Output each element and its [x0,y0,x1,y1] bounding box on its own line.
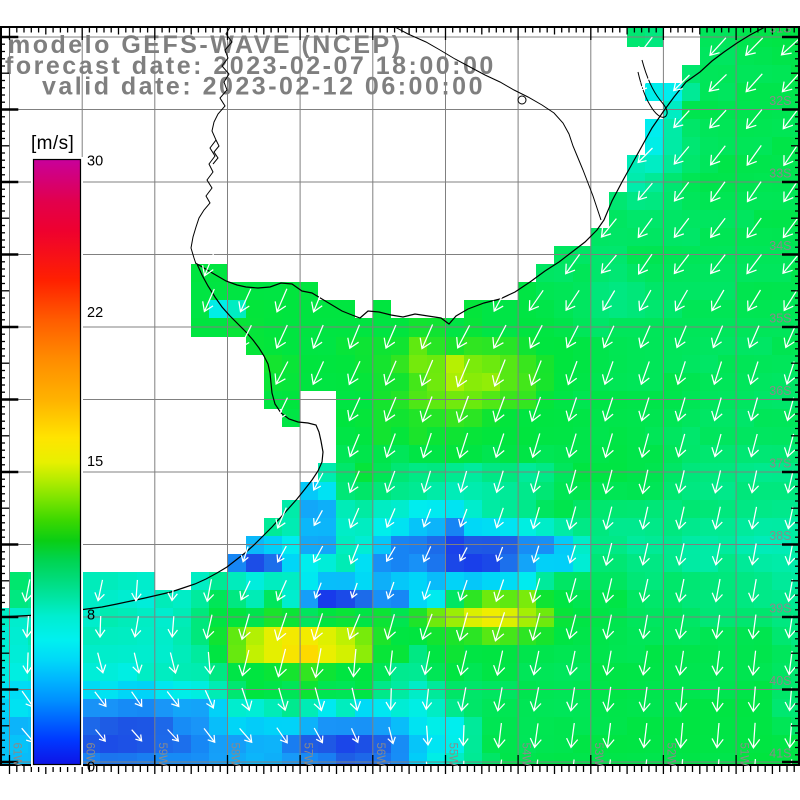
svg-text:15: 15 [87,454,103,470]
svg-text:36S: 36S [769,384,791,398]
svg-text:54W: 54W [519,743,531,767]
svg-text:30: 30 [87,154,103,170]
svg-text:39S: 39S [769,602,791,616]
svg-text:56W: 56W [374,743,386,767]
svg-text:valid date: 2023-02-12 06:00:0: valid date: 2023-02-12 06:00:00 [42,73,485,101]
svg-text:[m/s]: [m/s] [31,133,74,154]
svg-text:8: 8 [87,608,95,624]
svg-text:31S: 31S [769,22,791,36]
svg-text:55W: 55W [447,743,459,767]
svg-text:60W: 60W [83,743,95,767]
svg-text:58W: 58W [229,743,241,767]
svg-text:51W: 51W [737,743,749,767]
svg-text:61W: 61W [11,743,23,767]
svg-text:40S: 40S [769,674,791,688]
svg-text:modelo GEFS-WAVE (NCEP): modelo GEFS-WAVE (NCEP) [8,31,403,59]
svg-text:52W: 52W [665,743,677,767]
svg-text:38S: 38S [769,529,791,543]
svg-text:57W: 57W [301,743,313,767]
svg-text:0: 0 [87,760,95,776]
svg-text:53W: 53W [592,743,604,767]
svg-text:59W: 59W [156,743,168,767]
svg-text:34S: 34S [769,239,791,253]
svg-text:41S: 41S [769,747,791,761]
svg-text:forecast date: 2023-02-07 18:0: forecast date: 2023-02-07 18:00:00 [5,52,496,80]
svg-text:32S: 32S [769,94,791,108]
svg-text:35S: 35S [769,312,791,326]
svg-text:37S: 37S [769,457,791,471]
svg-text:22: 22 [87,305,103,321]
svg-text:33S: 33S [769,167,791,181]
